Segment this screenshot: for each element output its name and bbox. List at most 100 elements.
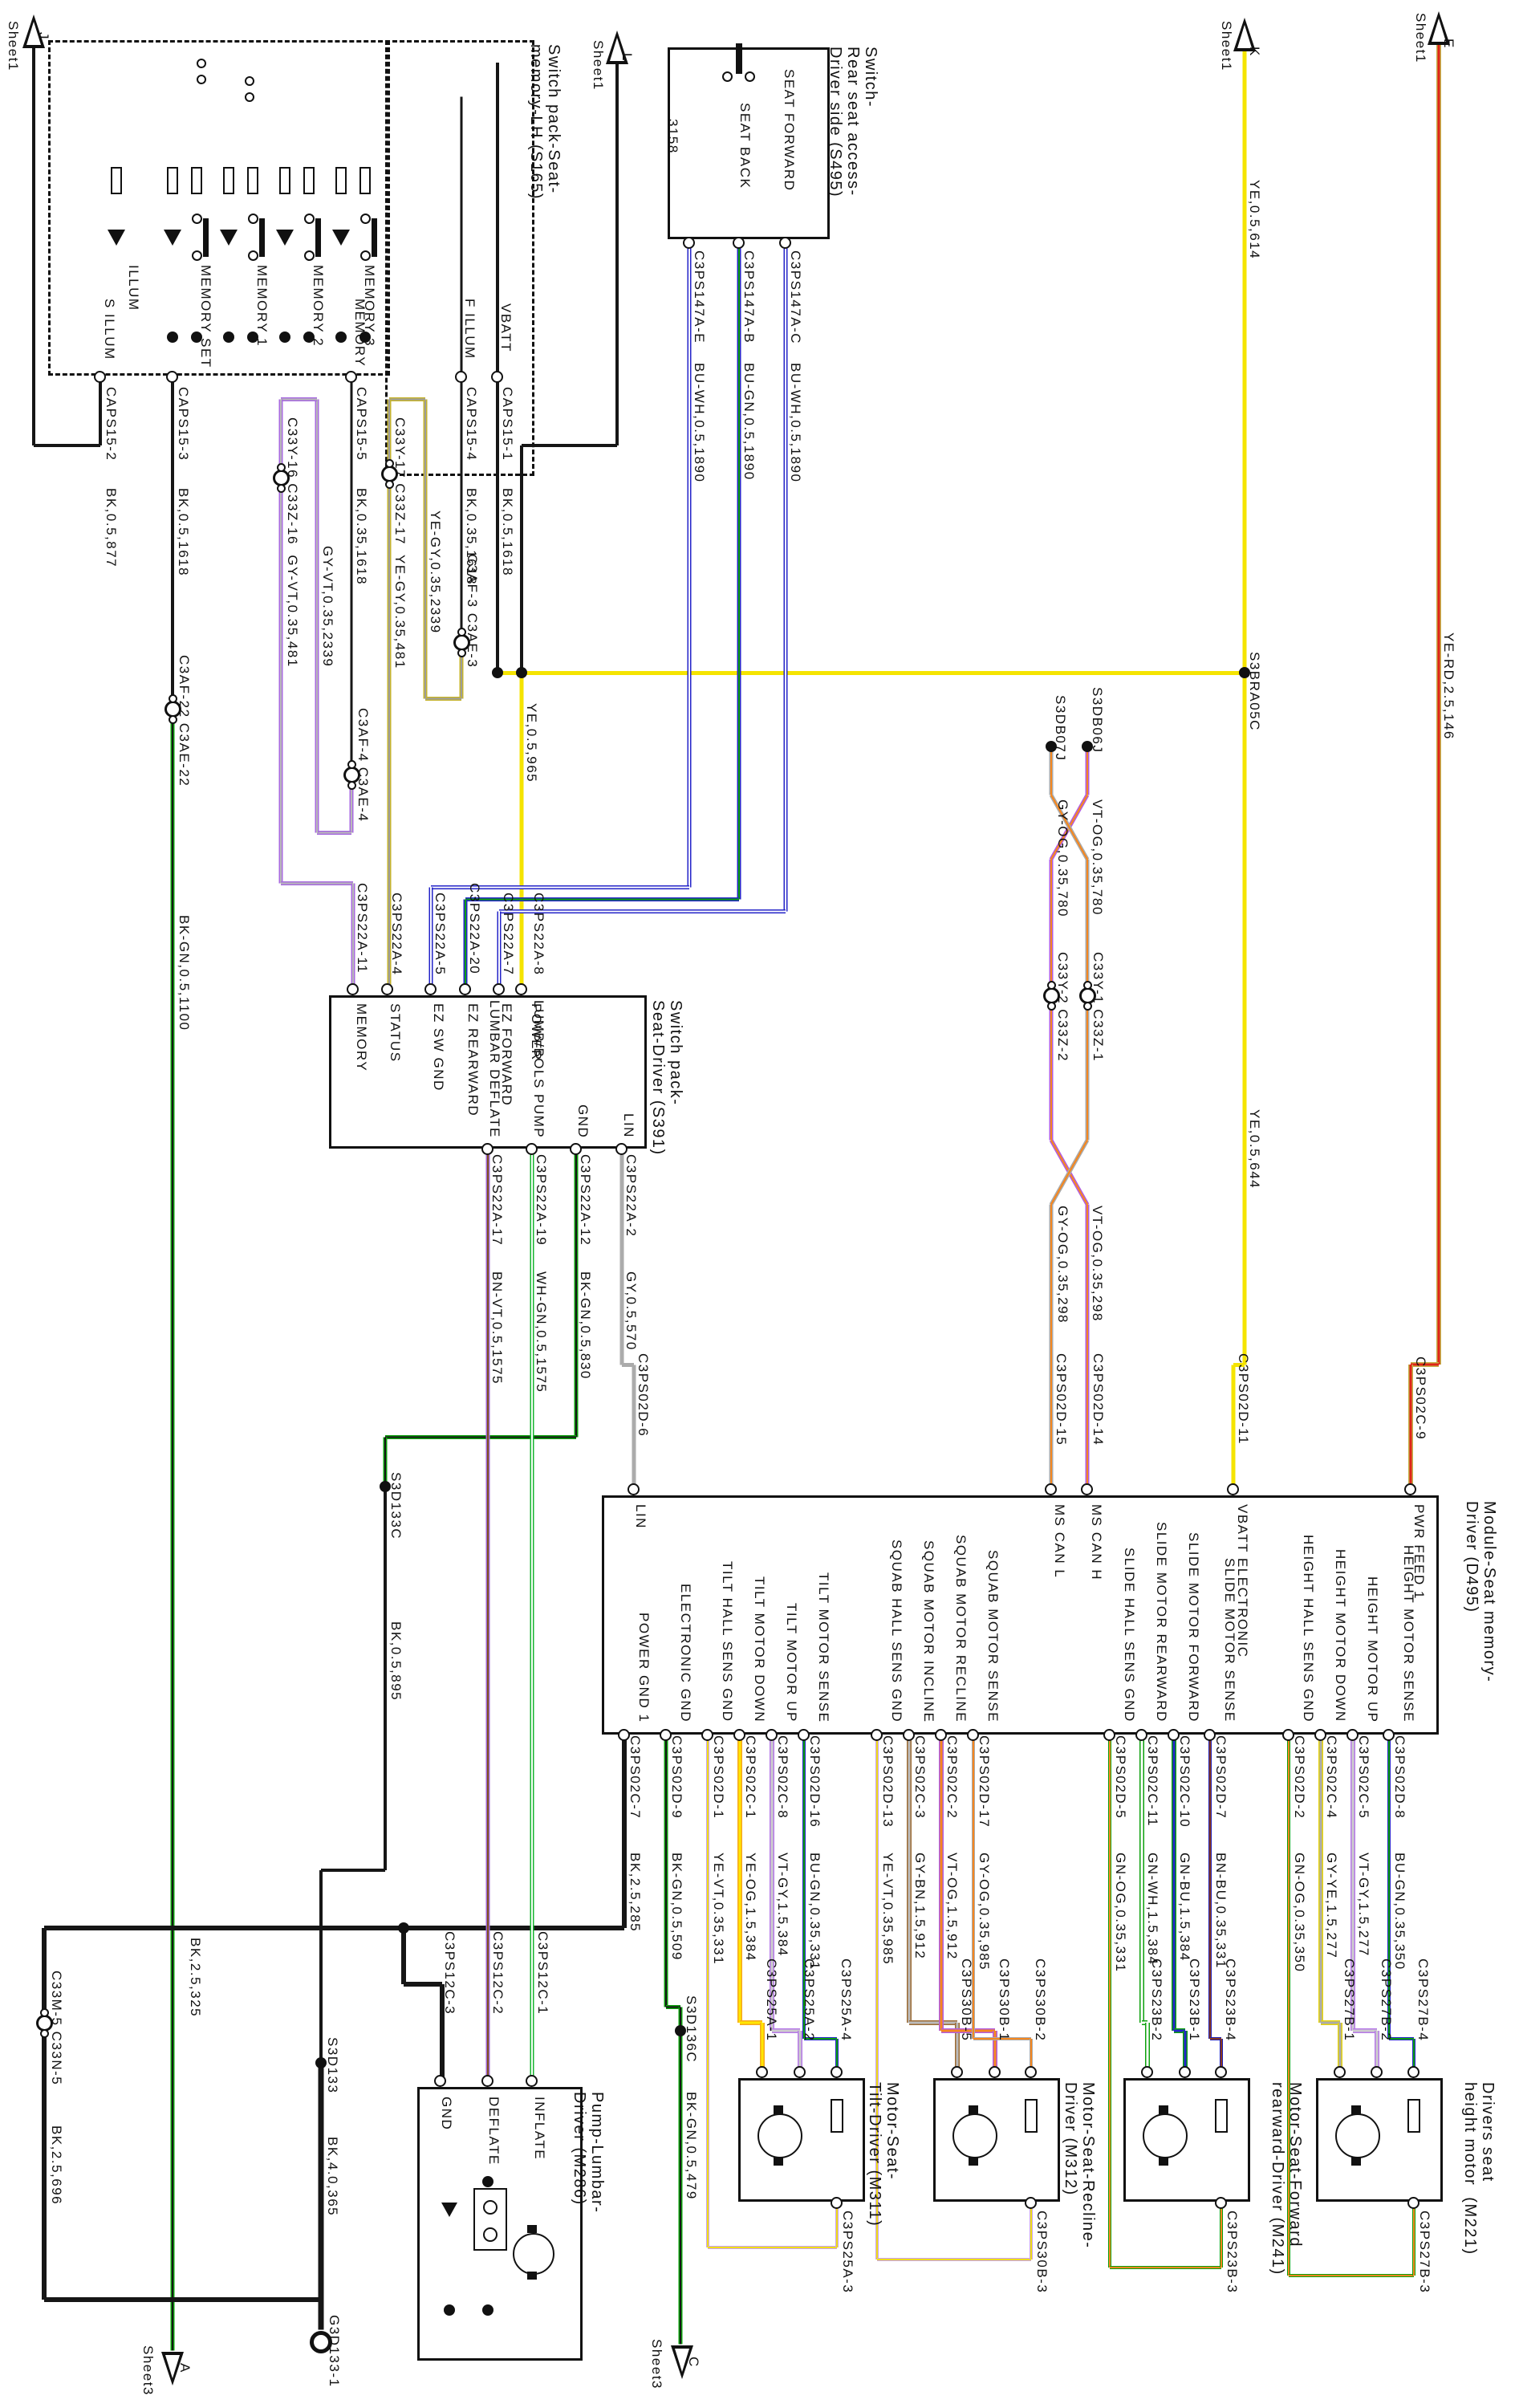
label: S3D133C: [388, 1472, 404, 1540]
motor-icon: [952, 2113, 997, 2158]
label: C3PS25A-2: [802, 1959, 817, 2042]
label: YE-RD,2.5,146: [1441, 633, 1456, 740]
label: MEMORY 2: [311, 265, 326, 348]
wire-bk: [319, 1870, 323, 2063]
label: C3PS147A-C: [788, 250, 803, 345]
schematic-shape: [1332, 2178, 1356, 2180]
label: C3PS02C-10: [1177, 1735, 1192, 1828]
pin: [831, 2066, 843, 2078]
component-title: Motor-Seat-: [883, 2082, 901, 2181]
wire-bkgn: [383, 1437, 388, 1487]
switch-contact-icon: [248, 214, 258, 224]
wire-vtog: [941, 2028, 995, 2033]
pin: [1334, 2066, 1346, 2078]
label: E: [1441, 39, 1456, 49]
label: F ILLUM: [462, 299, 477, 360]
pin: [1204, 1729, 1216, 1741]
label: LIN: [621, 1113, 636, 1138]
label: SEAT BACK: [737, 103, 753, 189]
wire-bkgn: [666, 2004, 680, 2009]
schematic-shape: [1413, 2078, 1415, 2099]
schematic-shape: [778, 2089, 800, 2090]
label: HEIGHT HALL SENS GND: [1301, 1534, 1316, 1723]
label: VT-GY,1.5,384: [775, 1853, 790, 1957]
resistor-icon: [303, 167, 315, 194]
splice-dot: [279, 332, 290, 343]
label: K: [1247, 47, 1262, 57]
pin: [347, 983, 359, 995]
wire-bnbu: [1208, 1735, 1212, 2039]
wire-bk: [44, 1926, 624, 1930]
label: Sheet3: [649, 2339, 664, 2390]
pin: [967, 1729, 979, 1741]
splice-dot: [1239, 667, 1250, 678]
schematic-shape: [228, 151, 229, 167]
label: BK,0.35,1618: [354, 488, 369, 586]
schematic-shape: [1355, 2166, 1357, 2179]
ground-symbol: [310, 2331, 332, 2353]
label: C3PS02C-7: [628, 1735, 643, 1820]
led-icon: [276, 230, 294, 246]
schematic-shape: [228, 247, 229, 337]
wire-gyvt: [281, 881, 353, 885]
schematic-shape: [172, 247, 173, 337]
inline-connector: [457, 649, 466, 657]
label: MEMORY: [352, 299, 368, 368]
label: C3PS02C-5: [1356, 1735, 1371, 1820]
pin: [1371, 2066, 1383, 2078]
schematic-shape: [340, 247, 342, 337]
wire-gnbu: [1174, 2028, 1185, 2033]
schematic-shape: [836, 2078, 838, 2099]
schematic-shape: [196, 151, 197, 167]
component-title: Module-Seat memory-: [1480, 1501, 1498, 1683]
pin: [493, 983, 505, 995]
resistor-icon: [359, 167, 371, 194]
wire-gyvt: [317, 830, 351, 835]
splice-dot: [359, 332, 371, 343]
pin: [1215, 2066, 1227, 2078]
splice-dot: [482, 2304, 493, 2316]
label: POWER: [529, 1003, 544, 1061]
label: C3PS02D-9: [669, 1735, 684, 1820]
splice-dot: [1046, 741, 1057, 752]
label: C33Y-1 C33Z-1: [1091, 952, 1106, 1062]
schematic-shape: [1163, 2089, 1164, 2105]
label: C3PS02D-17: [977, 1735, 992, 1828]
schematic-shape: [254, 96, 461, 97]
splice-dot: [315, 2057, 327, 2068]
label: GY-VT,0.35,2339: [320, 546, 335, 668]
label: G3D133-1: [327, 2315, 342, 2388]
label: C3PS02C-9: [1413, 1357, 1428, 1441]
inline-connector: [457, 628, 466, 637]
label: C3PS02D-5: [1113, 1735, 1128, 1820]
wire-yevt: [1030, 2203, 1033, 2260]
wire-gybn: [909, 2020, 957, 2025]
pin: [756, 2066, 768, 2078]
wire-gyvt: [281, 397, 317, 401]
label: C3PS02D-16: [807, 1735, 822, 1828]
wire-yevt: [708, 2246, 837, 2249]
label: GY,0.5,570: [623, 1271, 639, 1351]
switch-contact-icon: [197, 75, 206, 84]
wire-bkgn: [664, 1735, 668, 2007]
label: BK,2.5,285: [628, 1853, 643, 1933]
label: TILT MOTOR SENSE: [816, 1572, 831, 1723]
inline-connector: [169, 694, 177, 703]
label: MS CAN H: [1089, 1504, 1104, 1581]
pin: [1383, 1729, 1395, 1741]
wire-gyog: [973, 2037, 1031, 2040]
schematic-shape: [753, 2089, 755, 2179]
wire-ye: [498, 670, 1245, 675]
diode-icon: [441, 2203, 457, 2217]
schematic-shape: [248, 100, 250, 151]
schematic-shape: [308, 151, 310, 167]
schematic-shape: [116, 150, 365, 152]
wire-bk: [44, 2297, 321, 2302]
label: S3D136C: [684, 1995, 699, 2064]
motor-brush-icon: [527, 2225, 537, 2233]
wire-bk: [404, 1982, 442, 1987]
label: C3PS30B-2: [1033, 1959, 1048, 2042]
schematic-shape: [116, 151, 117, 167]
label: C33Y-16 C33Z-16 GY-VT,0.35,481: [285, 417, 300, 668]
label: C3PS02D-6: [636, 1353, 651, 1438]
